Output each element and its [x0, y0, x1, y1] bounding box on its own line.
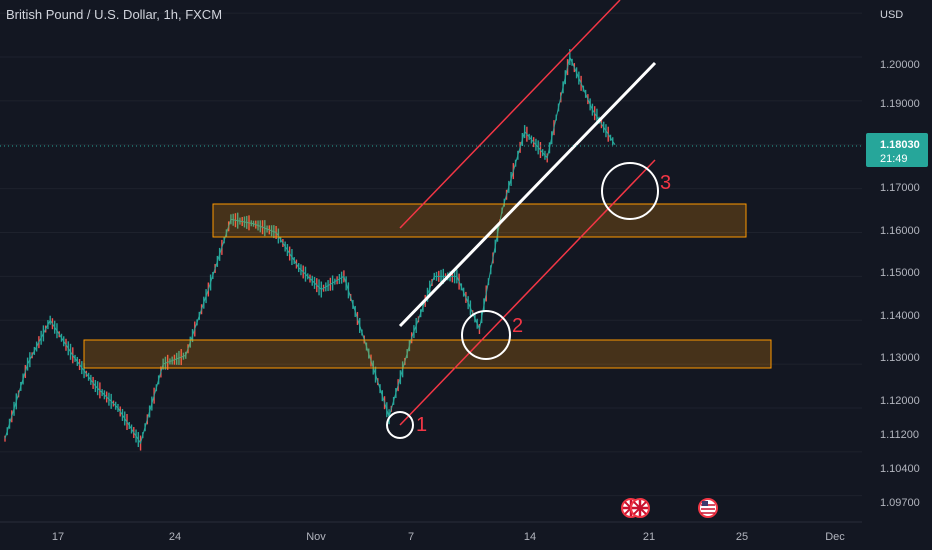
price-line	[4, 55, 616, 445]
uk-flag-icon[interactable]	[630, 498, 650, 518]
time-tick: 7	[408, 531, 414, 543]
price-tick: 1.12000	[880, 395, 920, 407]
time-tick: 14	[524, 531, 536, 543]
resistance-zone[interactable]	[212, 203, 747, 238]
time-tick: 24	[169, 531, 181, 543]
drawings: 1 2 3	[83, 0, 772, 439]
time-tick: 25	[736, 531, 748, 543]
economic-events[interactable]	[621, 498, 718, 518]
time-tick: Dec	[825, 531, 845, 543]
marker-label-3: 3	[660, 172, 671, 194]
price-tick: 1.13000	[880, 352, 920, 364]
price-tick: 1.19000	[880, 98, 920, 110]
price-tick: 1.15000	[880, 267, 920, 279]
currency-label: USD	[880, 9, 903, 21]
marker-label-1: 1	[416, 414, 427, 436]
price-tick: 1.20000	[880, 59, 920, 71]
marker-circle-3[interactable]	[601, 162, 659, 220]
price-axis[interactable]: USD 1.20000 1.19000 1.17000 1.16000 1.15…	[862, 0, 932, 520]
trend-line[interactable]	[398, 61, 657, 328]
time-tick: 17	[52, 531, 64, 543]
support-zone[interactable]	[83, 339, 772, 369]
time-tick: Nov	[306, 531, 326, 543]
price-tick: 1.17000	[880, 182, 920, 194]
price-tick: 1.14000	[880, 310, 920, 322]
price-tick: 1.16000	[880, 225, 920, 237]
bar-countdown: 21:49	[880, 153, 908, 165]
current-price-value: 1.18030	[880, 139, 920, 151]
price-tick: 1.11200	[880, 429, 919, 441]
marker-circle-1[interactable]	[386, 411, 414, 439]
time-axis[interactable]: 17 24 Nov 7 14 21 25 Dec	[0, 521, 862, 550]
us-flag-icon[interactable]	[698, 498, 718, 518]
channel-upper-line[interactable]	[399, 0, 621, 229]
current-price-badge	[866, 133, 928, 167]
price-series	[4, 49, 616, 451]
price-tick: 1.09700	[880, 497, 920, 509]
marker-label-2: 2	[512, 315, 523, 337]
channel-lower-line[interactable]	[399, 159, 656, 426]
symbol-title: British Pound / U.S. Dollar, 1h, FXCM	[6, 7, 223, 22]
grid	[0, 12, 862, 497]
price-tick: 1.10400	[880, 463, 920, 475]
marker-circle-2[interactable]	[461, 310, 511, 360]
time-tick: 21	[643, 531, 655, 543]
